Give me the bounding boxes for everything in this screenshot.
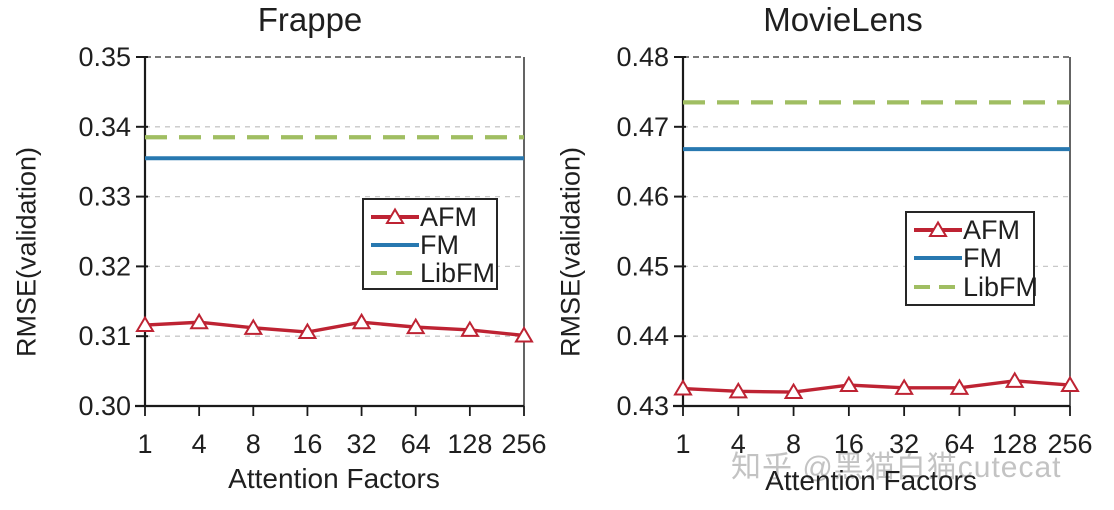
y-tick-label: 0.48 [616, 42, 669, 72]
legend-entry-fm: FM [370, 231, 490, 259]
x-tick-label: 32 [347, 429, 377, 459]
marker-open-triangle [351, 312, 372, 330]
series-markers-afm [135, 312, 534, 343]
x-tick-label: 64 [944, 429, 974, 459]
y-tick-label: 0.46 [616, 182, 669, 212]
x-tick-label: 8 [786, 429, 801, 459]
marker-open-triangle [297, 322, 318, 340]
series-line-afm [682, 379, 1071, 394]
marker-open-triangle [189, 312, 209, 330]
x-tick-label: 256 [1047, 429, 1092, 459]
marker-open-triangle [385, 207, 405, 224]
y-tick-label: 0.30 [78, 391, 131, 421]
x-axis-label-movielens: Attention Factors [765, 465, 977, 496]
marker-open-triangle [460, 320, 480, 337]
x-tick-label: 64 [401, 429, 431, 459]
x-tick-label: 4 [731, 429, 746, 459]
marker-open-triangle [135, 315, 155, 333]
marker-open-triangle [728, 381, 749, 399]
x-tick-label: 16 [292, 429, 322, 459]
marker-open-triangle [673, 379, 693, 396]
y-tick-label: 0.43 [616, 391, 669, 421]
x-tick-label: 1 [137, 429, 152, 459]
legend-movielens: AFM FM LibFM [905, 211, 1038, 306]
y-tick-label: 0.35 [78, 42, 131, 72]
y-tick-label: 0.34 [78, 112, 131, 142]
legend-swatch-line [371, 207, 419, 224]
legend-label-libfm: LibFM [420, 258, 496, 288]
legend-label-afm: AFM [420, 202, 477, 232]
legend-frappe: AFM FM LibFM [362, 198, 498, 290]
series-line-afm [144, 320, 525, 338]
legend-label-afm: AFM [963, 215, 1020, 246]
marker-open-triangle [783, 382, 804, 400]
x-tick-label: 4 [192, 429, 207, 459]
legend-swatch-line [914, 256, 962, 261]
chart-title-frappe: Frappe [257, 1, 363, 38]
marker-open-triangle [405, 317, 426, 335]
x-tick-label: 32 [889, 429, 919, 459]
marker-open-triangle [1060, 375, 1080, 393]
legend-label-fm: FM [963, 243, 1002, 274]
legend-swatch-line [914, 220, 962, 238]
legend-swatch-libfm [913, 276, 963, 298]
marker-open-triangle [949, 378, 970, 395]
legend-label-libfm: LibFM [963, 271, 1039, 302]
marker-open-triangle [928, 220, 948, 238]
legend-entry-libfm: LibFM [913, 273, 1038, 301]
marker-open-triangle [894, 378, 914, 395]
y-tick-label: 0.45 [616, 251, 669, 281]
x-tick-label: 128 [992, 429, 1037, 459]
y-axis-label-frappe: RMSE(validation) [11, 146, 42, 358]
x-tick-label: 128 [447, 429, 492, 459]
y-tick-label: 0.33 [78, 182, 131, 212]
x-tick-label: 256 [501, 429, 546, 459]
marker-open-triangle [839, 375, 859, 393]
legend-entry-afm: AFM [370, 203, 490, 231]
chart-title-movielens: MovieLens [763, 1, 923, 38]
y-tick-label: 0.31 [78, 321, 131, 351]
marker-open-triangle [243, 318, 264, 335]
legend-swatch-line [371, 243, 419, 247]
x-tick-label: 1 [675, 429, 690, 459]
plot-area-frappe: 0.35 0.34 0.33 0.32 0.31 0.301 4 8 16 32 64 128 256 [78, 42, 546, 459]
x-tick-label: 16 [834, 429, 864, 459]
y-tick-label: 0.47 [616, 112, 669, 142]
legend-swatch-line [914, 284, 962, 289]
watermark: 知乎 @黑猫白猫cutecat [731, 451, 1062, 484]
x-axis-label-frappe: Attention Factors [228, 463, 440, 494]
y-tick-label: 0.44 [616, 321, 669, 351]
legend-swatch-afm [913, 219, 963, 241]
legend-swatch-libfm [370, 262, 420, 284]
legend-swatch-fm [370, 234, 420, 256]
x-tick-label: 8 [246, 429, 261, 459]
series-markers-afm [673, 371, 1080, 400]
legend-swatch-fm [913, 247, 963, 269]
legend-swatch-line [371, 271, 419, 275]
legend-entry-afm: AFM [913, 216, 1027, 244]
marker-open-triangle [514, 326, 534, 343]
legend-entry-fm: FM [913, 244, 1027, 272]
y-axis-label-movielens: RMSE(validation) [555, 146, 586, 358]
y-tick-label: 0.32 [78, 251, 131, 281]
plot-area-movielens: 0.48 0.47 0.46 0.45 0.44 0.431 4 8 16 32 64 128 256 [616, 42, 1092, 459]
legend-entry-libfm: LibFM [370, 259, 495, 287]
legend-swatch-afm [370, 206, 420, 228]
marker-open-triangle [1004, 371, 1025, 388]
legend-label-fm: FM [420, 230, 459, 260]
